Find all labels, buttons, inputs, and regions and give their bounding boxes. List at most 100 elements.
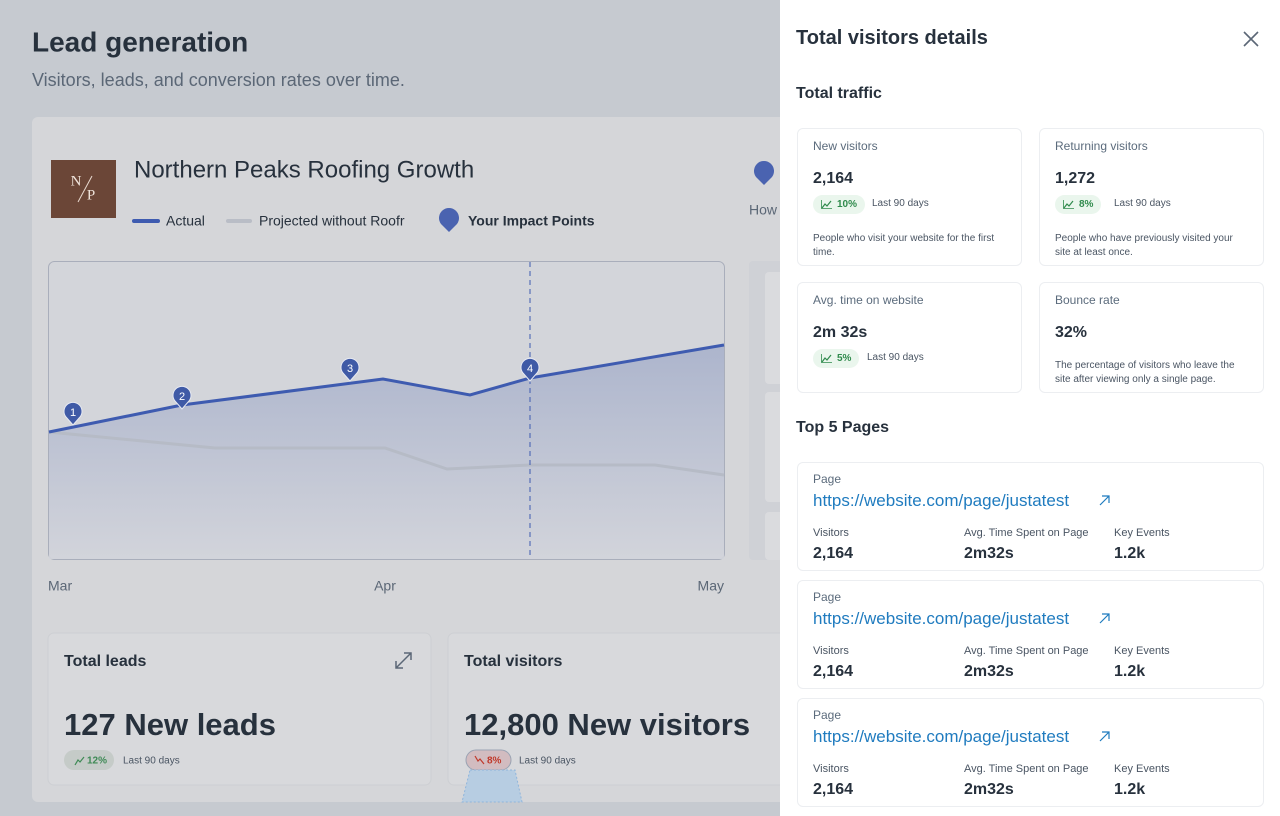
impact-number: 4 <box>527 363 533 375</box>
x-axis-label: Mar <box>48 578 72 594</box>
metric-description: The percentage of visitors who leave the… <box>1055 360 1235 385</box>
panel-title: Total visitors details <box>796 27 988 49</box>
trend-path <box>821 200 832 209</box>
details-panel: Total visitors details Total traffic Top… <box>780 0 1280 816</box>
change-badge <box>64 750 114 770</box>
page-title: Lead generation <box>32 26 248 57</box>
column-label: Avg. Time Spent on Page <box>964 763 1089 775</box>
external-link-icon[interactable] <box>1099 731 1110 742</box>
column-value: 1.2k <box>1114 781 1146 798</box>
summary-title: Total visitors <box>464 653 562 670</box>
column-label: Visitors <box>813 527 849 539</box>
trend-axis <box>821 200 832 209</box>
column-label: Avg. Time Spent on Page <box>964 527 1089 539</box>
change-badge: 5% <box>813 349 860 368</box>
impact-pin <box>340 357 360 382</box>
metric-value: 2,164 <box>813 170 854 187</box>
column-value: 2,164 <box>813 545 854 562</box>
logo <box>51 160 116 218</box>
summary-value: 127 New leads <box>64 707 276 742</box>
dashboard: Lead generation Visitors, leads, and con… <box>32 26 780 803</box>
metric-description: People who visit your website for the fi… <box>813 233 995 258</box>
arrow <box>1099 613 1110 624</box>
trend-icon <box>821 200 832 209</box>
metric-description: People who have previously visited your … <box>1055 233 1233 258</box>
close-button[interactable] <box>1242 30 1260 48</box>
column-label: Key Events <box>1114 645 1170 657</box>
metric-card: New visitors 2,164 10% Last 90 days People w… <box>797 128 1022 266</box>
page-card: Page https://website.com/page/justatest Vi… <box>797 462 1264 571</box>
column-value: 2,164 <box>813 663 854 680</box>
summary-card <box>47 632 432 786</box>
column-label: Key Events <box>1114 763 1170 775</box>
metric-card: Bounce rate 32% The percentage of visitors… <box>1039 282 1264 393</box>
impact-pin <box>63 401 83 426</box>
change-value: 8% <box>487 756 502 767</box>
trend-path <box>821 354 832 363</box>
summary-title: Total leads <box>64 653 146 670</box>
metric-label: Avg. time on website <box>813 293 924 307</box>
external-link-icon[interactable] <box>1099 495 1110 506</box>
summary-value: 12,800 New visitors <box>464 707 750 742</box>
legend-pin <box>439 208 459 232</box>
trend-icon <box>474 755 485 765</box>
page-heading: Page <box>813 708 842 722</box>
trend-path <box>1063 200 1074 209</box>
column-label: Visitors <box>813 645 849 657</box>
column-value: 1.2k <box>1114 663 1146 680</box>
page-url[interactable]: https://website.com/page/justatest <box>813 727 1070 746</box>
page-heading: Page <box>813 472 842 486</box>
trend-icon <box>1063 200 1074 209</box>
page-url[interactable]: https://website.com/page/justatest <box>813 491 1070 510</box>
column-value: 2m32s <box>964 781 1014 798</box>
column-label: Key Events <box>1114 527 1170 539</box>
impact-pin <box>520 357 540 382</box>
cursor-highlight <box>461 769 523 803</box>
arrow <box>1099 731 1110 742</box>
change-badge: 8% <box>1055 195 1102 214</box>
metric-value: 1,272 <box>1055 170 1096 187</box>
section-heading: Top 5 Pages <box>796 419 890 436</box>
metric-label: Bounce rate <box>1055 293 1120 307</box>
page-card: Page https://website.com/page/justatest Vi… <box>797 698 1264 807</box>
external-link-icon[interactable] <box>1099 613 1110 624</box>
period: Last 90 days <box>867 352 924 363</box>
impact-number: 1 <box>70 407 76 419</box>
page-url[interactable]: https://website.com/page/justatest <box>813 609 1070 628</box>
metric-label: New visitors <box>813 139 878 153</box>
column-label: Visitors <box>813 763 849 775</box>
impact-number: 2 <box>179 391 185 403</box>
column-value: 2m32s <box>964 545 1014 562</box>
metric-card: Returning visitors 1,272 8% Last 90 days Peo… <box>1039 128 1264 266</box>
trend-icon <box>74 756 85 766</box>
side-card <box>765 272 780 384</box>
trend-icon <box>821 354 832 363</box>
page-subtitle: Visitors, leads, and conversion rates ov… <box>32 70 405 90</box>
column-label: Avg. Time Spent on Page <box>964 645 1089 657</box>
page-heading: Page <box>813 590 842 604</box>
x-axis-label: May <box>698 578 724 594</box>
impact-number: 3 <box>347 363 353 375</box>
trend-axis <box>1063 200 1074 209</box>
x-axis-label: Apr <box>374 578 396 594</box>
metric-label: Returning visitors <box>1055 139 1148 153</box>
page-card: Page https://website.com/page/justatest Vi… <box>797 580 1264 689</box>
side-label: How <box>749 202 778 218</box>
change-value: 12% <box>87 756 107 767</box>
period: Last 90 days <box>1114 198 1171 209</box>
summary-card <box>447 632 780 786</box>
section-heading: Total traffic <box>796 85 882 102</box>
arrow <box>1099 495 1110 506</box>
column-value: 2m32s <box>964 663 1014 680</box>
expand-button[interactable] <box>395 652 412 669</box>
metric-card: Avg. time on website 2m 32s 5% Last 90 days <box>797 282 1022 393</box>
column-value: 1.2k <box>1114 545 1146 562</box>
actual-line <box>48 343 725 434</box>
chart-title: Northern Peaks Roofing Growth <box>134 156 474 183</box>
side-card <box>765 512 780 560</box>
side-card <box>765 392 780 502</box>
side-pin <box>753 161 774 185</box>
actual-area <box>49 345 724 559</box>
legend-label: Actual <box>166 213 205 229</box>
